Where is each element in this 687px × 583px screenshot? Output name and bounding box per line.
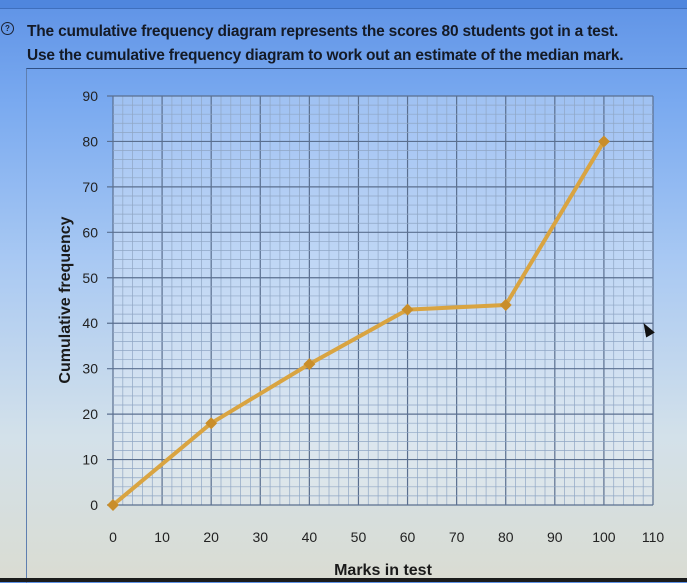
data-point-marker [401, 303, 414, 316]
x-tick-label: 10 [154, 529, 170, 545]
window-top-strip [0, 0, 687, 9]
x-tick-label: 110 [642, 529, 665, 545]
data-point-marker [597, 135, 610, 148]
question-text: The cumulative frequency diagram represe… [27, 20, 677, 68]
y-tick-label: 30 [82, 361, 98, 377]
chart-panel [26, 68, 687, 583]
y-tick-label: 10 [82, 452, 98, 468]
y-tick-label: 60 [82, 224, 98, 240]
data-point-marker [499, 299, 512, 312]
x-tick-label: 40 [302, 529, 318, 545]
x-tick-label: 80 [498, 529, 514, 545]
x-tick-label: 30 [252, 529, 268, 545]
x-axis-label: Marks in test [334, 562, 432, 579]
question-number-icon: ? [1, 22, 14, 35]
x-tick-label: 0 [109, 529, 117, 545]
x-tick-label: 20 [203, 529, 219, 545]
y-tick-label: 70 [82, 179, 98, 195]
question-line-2: Use the cumulative frequency diagram to … [27, 47, 624, 64]
x-tick-label: 70 [449, 529, 465, 545]
y-tick-label: 40 [82, 315, 98, 331]
y-tick-label: 50 [82, 270, 98, 286]
y-tick-label: 80 [82, 133, 98, 149]
x-axis-ticks: 0 10 20 30 40 50 60 70 80 90 100 110 [109, 529, 664, 545]
y-tick-label: 20 [82, 406, 98, 422]
y-tick-label: 0 [90, 497, 98, 513]
chart-grid [107, 95, 654, 506]
y-axis-label: Cumulative frequency [57, 216, 74, 383]
data-point-marker [303, 358, 316, 371]
x-tick-label: 100 [592, 529, 616, 545]
bottom-edge [0, 578, 687, 582]
cumulative-frequency-line [111, 140, 606, 507]
data-point-markers [107, 135, 610, 511]
data-point-marker [205, 417, 218, 430]
y-axis-ticks: 0 10 20 30 40 50 60 70 80 90 [82, 88, 98, 513]
y-tick-label: 90 [82, 88, 98, 104]
x-tick-label: 90 [547, 529, 563, 545]
x-tick-label: 60 [400, 529, 416, 545]
question-line-1: The cumulative frequency diagram represe… [27, 23, 619, 40]
x-tick-label: 50 [351, 529, 367, 545]
data-point-marker [107, 499, 119, 511]
